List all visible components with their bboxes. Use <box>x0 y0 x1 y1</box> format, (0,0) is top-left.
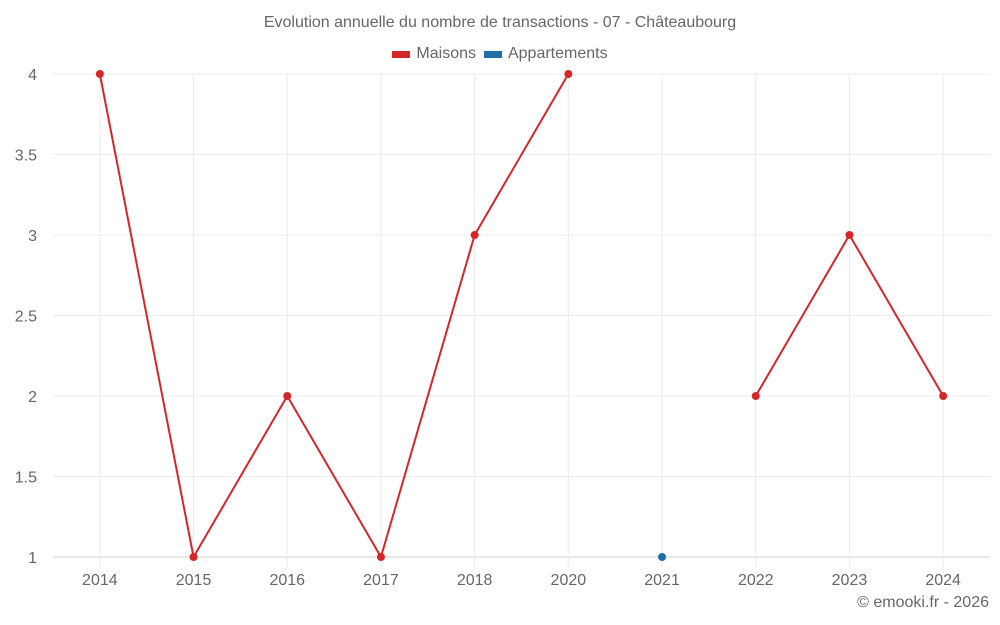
gridlines <box>53 73 990 567</box>
data-point-maisons[interactable] <box>283 392 292 400</box>
data-point-maisons[interactable] <box>845 231 854 239</box>
x-tick-label: 2016 <box>269 572 305 589</box>
y-tick-label: 2.5 <box>15 309 37 326</box>
data-point-appartements[interactable] <box>658 553 667 561</box>
y-tick-label: 3.5 <box>15 148 37 165</box>
credits[interactable]: © emooki.fr - 2026 <box>857 594 989 611</box>
y-tick-label: 2 <box>28 389 37 406</box>
data-point-maisons[interactable] <box>939 392 948 400</box>
x-tick-label: 2020 <box>551 572 587 589</box>
y-tick-label: 1.5 <box>15 470 37 487</box>
x-tick-label: 2018 <box>457 572 493 589</box>
x-tick-label: 2023 <box>832 572 868 589</box>
x-tick-label: 2017 <box>363 572 399 589</box>
y-tick-label: 1 <box>28 550 37 567</box>
series-group <box>95 70 948 561</box>
legend-item-appartements[interactable]: Appartements <box>483 45 608 63</box>
data-point-maisons[interactable] <box>564 70 573 78</box>
legend-swatch-maisons-icon <box>392 50 411 58</box>
data-point-maisons[interactable] <box>189 553 198 561</box>
x-tick-label: 2024 <box>925 572 961 589</box>
x-tick-label: 2022 <box>738 572 774 589</box>
series-line-maisons <box>98 73 570 558</box>
legend-item-maisons[interactable]: Maisons <box>392 45 476 63</box>
x-axis: 2014 2015 2016 2017 2018 2020 2021 2022 2023 2024 <box>82 572 961 589</box>
legend: Maisons Appartements <box>0 45 1000 63</box>
data-point-maisons[interactable] <box>376 553 385 561</box>
x-tick-label: 2021 <box>644 572 680 589</box>
data-point-maisons[interactable] <box>751 392 760 400</box>
chart-title: Evolution annuelle du nombre de transact… <box>263 14 737 31</box>
y-axis: 1 1.5 2 2.5 3 3.5 4 <box>15 67 37 567</box>
x-tick-label: 2014 <box>82 572 118 589</box>
data-point-maisons[interactable] <box>470 231 479 239</box>
x-tick-label: 2015 <box>176 572 212 589</box>
data-point-maisons[interactable] <box>95 70 104 78</box>
legend-label-appartements: Appartements <box>507 45 608 62</box>
legend-label-maisons: Maisons <box>416 45 476 62</box>
y-tick-label: 4 <box>28 67 37 84</box>
legend-swatch-appartements-icon <box>483 50 502 58</box>
y-tick-label: 3 <box>28 228 37 245</box>
